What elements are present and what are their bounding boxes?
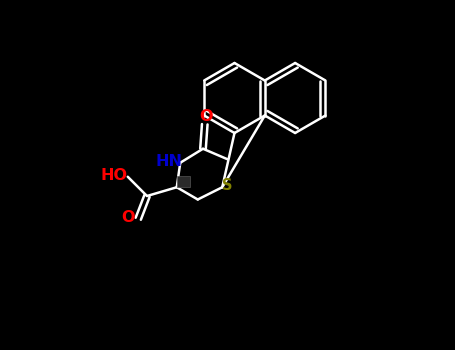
Text: HN: HN [156,154,182,169]
Text: HO: HO [101,168,128,183]
Text: O: O [199,109,212,124]
Bar [177,176,190,187]
Text: O: O [121,210,135,225]
Text: S: S [222,178,232,193]
